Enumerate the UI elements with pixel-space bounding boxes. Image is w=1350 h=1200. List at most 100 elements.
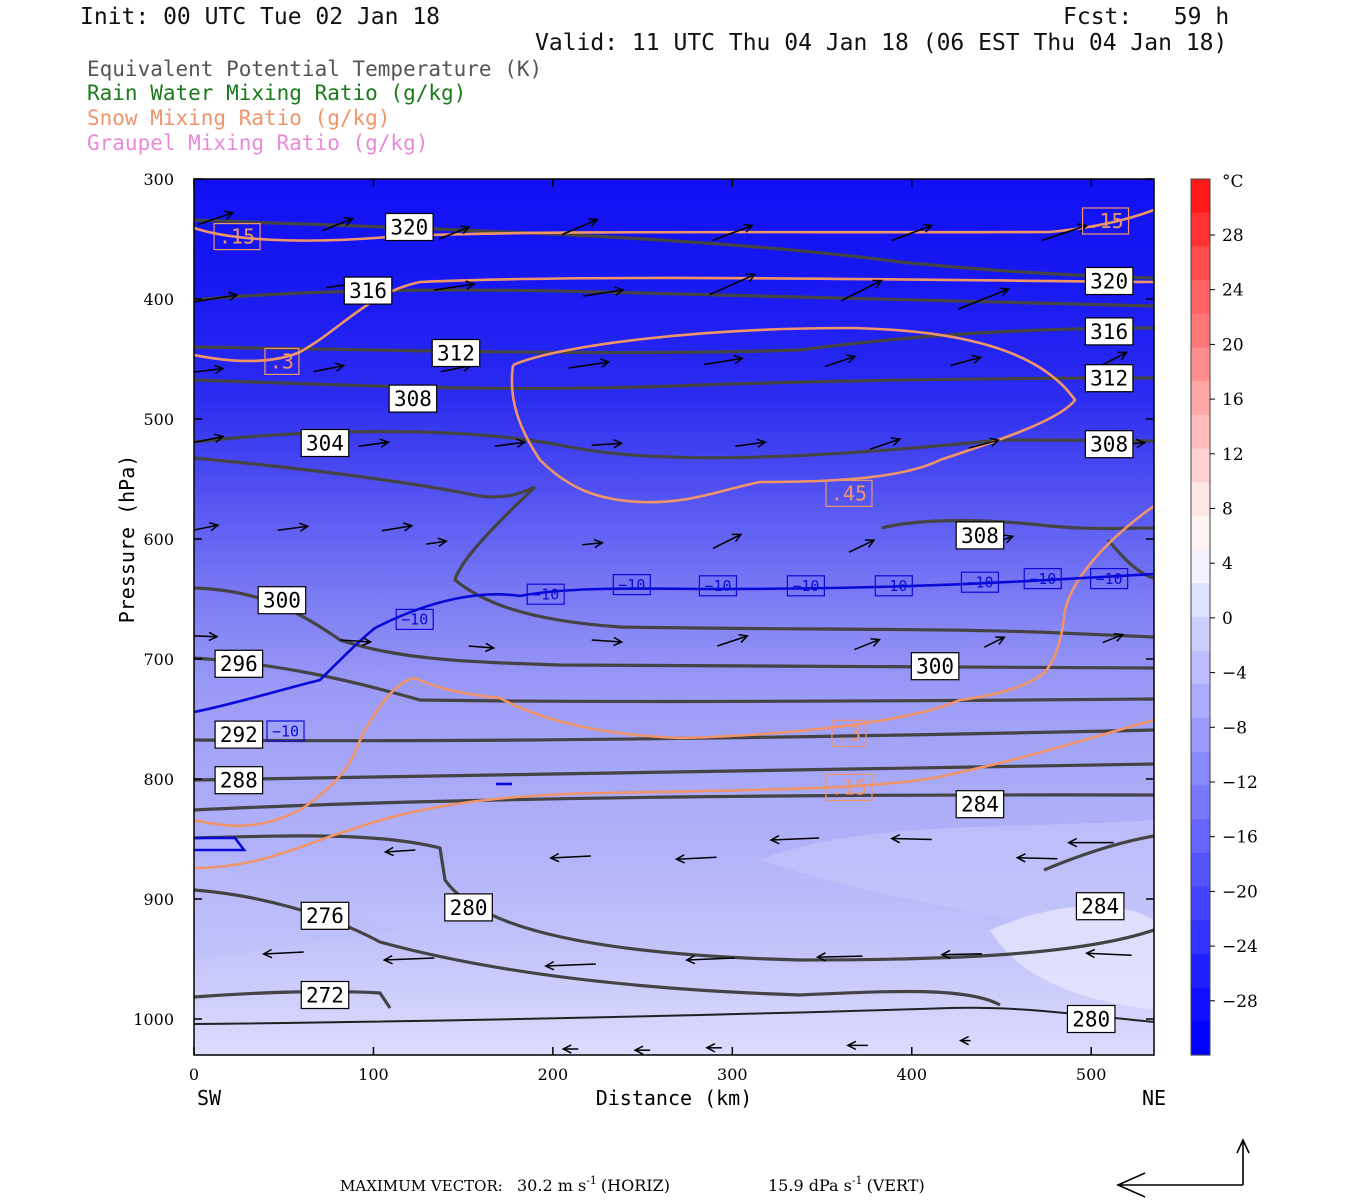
forecast-hour: Fcst: 59 h [1063, 4, 1230, 30]
wind-vector [712, 533, 743, 550]
isotherm-label: −10 [786, 575, 825, 597]
colorbar-label: 24 [1222, 281, 1244, 301]
theta-e-label: 320 [1084, 266, 1134, 296]
colorbar-swatch [1191, 583, 1210, 618]
y-axis-label: Pressure (hPa) [115, 455, 139, 624]
wind-vector [1067, 837, 1114, 848]
svg-text:.15: .15 [219, 225, 255, 249]
wind-vectors [194, 210, 1147, 1055]
theta-e-label: 312 [1084, 364, 1134, 393]
theta-e-label: 316 [343, 276, 393, 305]
theta-e-label: 276 [300, 901, 350, 930]
colorbar-swatch [1191, 920, 1210, 955]
wind-vector [549, 852, 591, 863]
wind-vector [769, 834, 820, 845]
x-axis-label: Distance (km) [596, 1086, 753, 1110]
surface-line [193, 1006, 1155, 1025]
svg-text:284: 284 [961, 793, 999, 817]
wind-vector [848, 539, 876, 553]
legend-snow: Snow Mixing Ratio (g/kg) [87, 106, 391, 130]
horiz-vector-value: 30.2 m s-1 (HORIZ) [517, 1174, 670, 1195]
wind-vector [434, 280, 476, 291]
colorbar-unit: °C [1222, 172, 1244, 192]
colorbar-swatch [1191, 886, 1210, 921]
svg-text:−10: −10 [1029, 570, 1056, 588]
theta-e-label: 280 [444, 893, 493, 922]
svg-text:288: 288 [220, 769, 258, 793]
legend-theta-e: Equivalent Potential Temperature (K) [87, 57, 543, 81]
colorbar-label: 20 [1222, 335, 1244, 355]
colorbar-swatch [1191, 650, 1210, 685]
svg-text:.45: .45 [831, 481, 867, 505]
svg-text:316: 316 [349, 279, 387, 303]
colorbar-swatch [1191, 246, 1210, 281]
svg-text:300: 300 [916, 655, 954, 679]
svg-text:−10: −10 [401, 611, 428, 629]
y-tick-label: 400 [143, 290, 174, 309]
wind-vector [958, 287, 1011, 310]
snow-label: .45 [825, 479, 873, 507]
svg-text:.3: .3 [270, 349, 294, 373]
colorbar-label: 12 [1222, 445, 1244, 465]
svg-text:308: 308 [1090, 433, 1128, 457]
valid-time: Valid: 11 UTC Thu 04 Jan 18 (06 EST Thu … [535, 30, 1228, 56]
wind-vector [468, 642, 496, 653]
wind-vector [383, 846, 416, 857]
y-tick-label: 800 [143, 770, 174, 789]
theta-e-label: 304 [300, 428, 350, 458]
wind-vector [940, 949, 983, 960]
wind-vector [846, 1040, 868, 1051]
wind-vector [561, 218, 599, 236]
colorbar-swatch [1191, 684, 1210, 719]
wind-vector [717, 633, 749, 647]
svg-text:296: 296 [220, 652, 258, 676]
theta-e-label: 308 [1084, 430, 1134, 459]
x-tick-label: 400 [896, 1065, 927, 1084]
y-tick-label: 700 [143, 650, 174, 669]
wind-vector [890, 833, 932, 844]
wind-vector [705, 1043, 722, 1053]
legend-rain: Rain Water Mixing Ratio (g/kg) [87, 81, 467, 105]
snow-label: .15 [213, 223, 261, 251]
colorbar-swatch [1191, 987, 1210, 1022]
x-tick-label: 500 [1076, 1065, 1107, 1084]
colorbar-swatch [1191, 347, 1210, 382]
wind-vector [194, 291, 239, 303]
svg-text:.15: .15 [1087, 209, 1123, 233]
isotherm-label: −10 [612, 573, 651, 596]
vert-vector-value: 15.9 dPa s-1 (VERT) [768, 1174, 925, 1195]
y-tick-label: 300 [143, 170, 174, 189]
wind-vector [1102, 633, 1125, 644]
colorbar-swatch [1191, 212, 1210, 247]
colorbar-swatch [1191, 313, 1210, 349]
wind-vector [968, 437, 1001, 449]
isotherm-label: −10 [698, 575, 738, 597]
wind-vector [381, 522, 414, 532]
wind-vector [815, 952, 863, 962]
svg-text:292: 292 [220, 723, 258, 747]
svg-text:320: 320 [390, 215, 428, 239]
svg-text:−10: −10 [532, 585, 559, 603]
snow-contours [194, 208, 1154, 870]
reference-vector [1116, 1138, 1250, 1198]
theta-e-label: 300 [257, 586, 307, 615]
theta-e-label: 316 [1084, 317, 1134, 346]
svg-text:.3: .3 [837, 721, 861, 745]
svg-text:276: 276 [306, 904, 344, 928]
x-end-label-ne: NE [1142, 1086, 1166, 1110]
svg-text:284: 284 [1081, 895, 1119, 919]
x-tick-label: 200 [538, 1065, 569, 1084]
colorbar-label: −24 [1222, 937, 1258, 957]
colorbar-swatch [1191, 1021, 1210, 1056]
svg-text:280: 280 [1072, 1007, 1110, 1031]
isotherm-label: −10 [1090, 567, 1129, 590]
svg-text:−10: −10 [704, 577, 731, 595]
init-time: Init: 00 UTC Tue 02 Jan 18 [80, 4, 441, 30]
wind-vector [891, 223, 934, 242]
wind-vector [262, 948, 304, 959]
wind-vector [358, 438, 391, 448]
svg-text:−10: −10 [618, 576, 645, 594]
isotherm-label: −10 [1023, 567, 1062, 590]
colorbar-swatch [1191, 515, 1210, 551]
